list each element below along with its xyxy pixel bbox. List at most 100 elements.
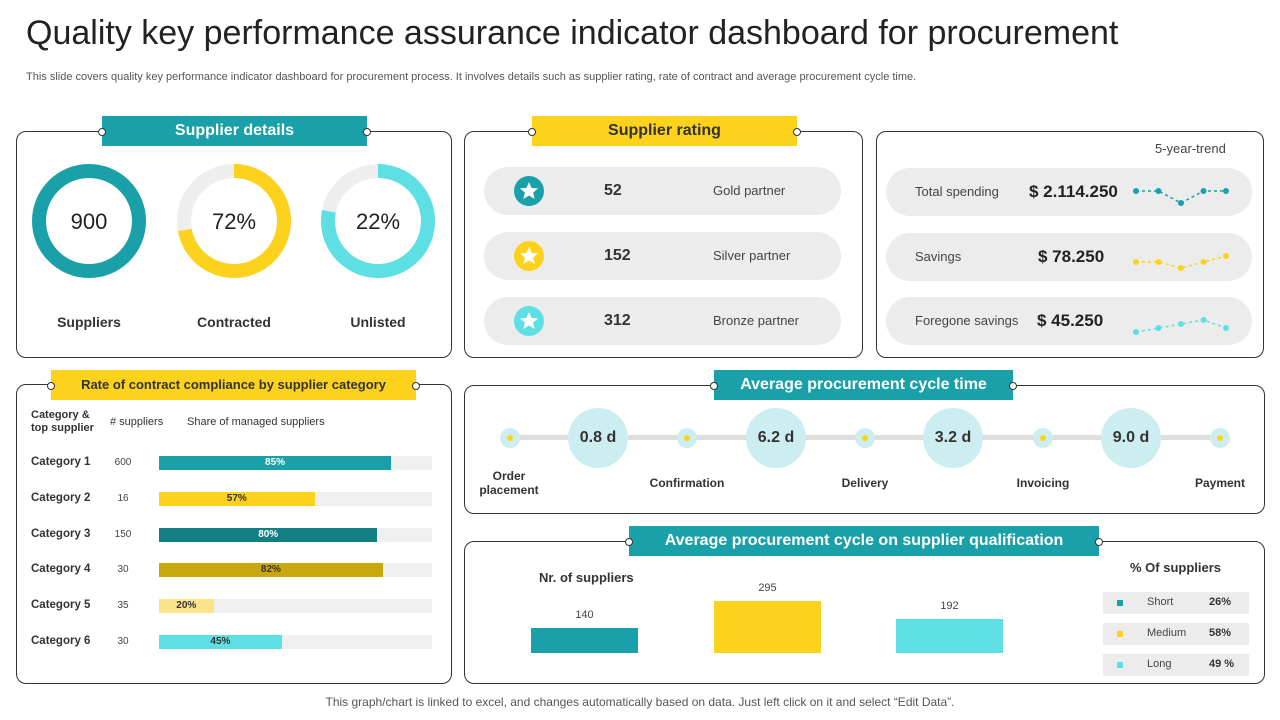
qualification-ylabel: Nr. of suppliers bbox=[539, 570, 634, 585]
compliance-bar: 82% bbox=[159, 563, 383, 577]
star-icon bbox=[520, 247, 538, 264]
bar-track: 82% bbox=[159, 563, 432, 577]
trend-sparkline bbox=[1133, 188, 1229, 206]
cycle-duration: 0.8 d bbox=[568, 408, 628, 468]
bar-track: 45% bbox=[159, 635, 432, 649]
donut-arc bbox=[321, 164, 435, 278]
compliance-bar: 80% bbox=[159, 528, 378, 542]
sparkline-point bbox=[1133, 329, 1139, 335]
sparkline-point bbox=[1155, 325, 1162, 331]
qualification-bar-value: 192 bbox=[940, 600, 959, 613]
rating-count: 312 bbox=[604, 312, 631, 329]
rating-label: Silver partner bbox=[713, 248, 791, 263]
donut-value: 900 bbox=[70, 209, 108, 234]
category-label: Category 5 bbox=[31, 599, 91, 611]
trend-sparkline bbox=[1133, 253, 1229, 271]
legend-name: Medium bbox=[1147, 627, 1187, 639]
spending-label: Total spending bbox=[915, 184, 999, 199]
sparkline-point bbox=[1200, 317, 1207, 323]
supplier-rating-title: Supplier rating bbox=[528, 116, 801, 146]
compliance-bar: 57% bbox=[159, 492, 315, 506]
spending-label: Savings bbox=[915, 249, 962, 264]
spending-item: Savings $ 78.250 bbox=[886, 233, 1252, 281]
bar-track: 20% bbox=[159, 599, 432, 613]
supplier-count: 16 bbox=[117, 493, 129, 504]
cycle-step-label: Confirmation bbox=[649, 476, 725, 490]
header-share: Share of managed suppliers bbox=[187, 416, 325, 428]
header-category: Category & top supplier bbox=[31, 409, 94, 434]
supplier-count: 600 bbox=[114, 457, 132, 468]
legend-name: Long bbox=[1147, 658, 1172, 670]
sparkline-point bbox=[1178, 321, 1184, 327]
cycle-duration: 3.2 d bbox=[923, 408, 983, 468]
qualification-bar-value: 140 bbox=[575, 609, 594, 622]
sparkline-point bbox=[1155, 259, 1162, 265]
qualification-bar-value: 295 bbox=[758, 582, 777, 594]
sparkline-point bbox=[1200, 188, 1207, 194]
rating-count: 152 bbox=[604, 247, 631, 264]
donut-label: Suppliers bbox=[57, 314, 121, 330]
category-label: Category 3 bbox=[31, 528, 91, 540]
compliance-title: Rate of contract compliance by supplier … bbox=[47, 370, 420, 400]
spending-item: Foregone savings $ 45.250 bbox=[886, 297, 1252, 345]
star-shape bbox=[520, 247, 538, 264]
supplier-count: 30 bbox=[117, 636, 129, 647]
cycle-node bbox=[1210, 428, 1230, 448]
trend-sparkline bbox=[1133, 317, 1229, 335]
star-shape bbox=[520, 312, 538, 329]
supplier-details-title: Supplier details bbox=[98, 116, 371, 146]
donut-value: 22% bbox=[355, 209, 401, 234]
rating-label: Bronze partner bbox=[713, 313, 799, 328]
bar-track: 57% bbox=[159, 492, 432, 506]
category-label: Category 2 bbox=[31, 492, 91, 504]
qualification-bar bbox=[531, 628, 638, 653]
qualification-bar bbox=[714, 601, 821, 653]
qualification-title: Average procurement cycle on supplier qu… bbox=[625, 526, 1103, 556]
rating-count: 52 bbox=[604, 182, 622, 199]
sparkline-point bbox=[1155, 188, 1162, 194]
donut-label: Contracted bbox=[197, 314, 271, 330]
supplier-count: 35 bbox=[117, 600, 129, 611]
cycle-step-label: Invoicing bbox=[1016, 476, 1070, 490]
donut-chart bbox=[321, 164, 435, 278]
sparkline-point bbox=[1133, 259, 1139, 265]
sparkline-point bbox=[1223, 325, 1229, 331]
donut-value: 72% bbox=[211, 209, 257, 234]
legend-item: Long 49 % bbox=[1103, 654, 1249, 676]
compliance-bar: 85% bbox=[159, 456, 392, 470]
sparkline-point bbox=[1178, 200, 1184, 206]
cycle-node bbox=[500, 428, 520, 448]
spending-label: Foregone savings bbox=[915, 313, 1019, 328]
category-label: Category 6 bbox=[31, 635, 91, 647]
donut-chart bbox=[32, 164, 146, 278]
spending-value: $ 45.250 bbox=[1037, 311, 1104, 330]
cycle-node bbox=[677, 428, 697, 448]
spending-value: $ 2.114.250 bbox=[1029, 182, 1118, 201]
bar-track: 85% bbox=[159, 456, 432, 470]
category-label: Category 1 bbox=[31, 456, 91, 468]
supplier-count: 30 bbox=[117, 564, 129, 575]
rating-badge bbox=[514, 306, 544, 336]
legend-name: Short bbox=[1147, 596, 1174, 608]
cycle-duration: 6.2 d bbox=[746, 408, 806, 468]
sparkline-point bbox=[1223, 253, 1229, 259]
donut-chart bbox=[177, 164, 291, 278]
qualification-bar bbox=[896, 619, 1003, 653]
page-footer: This graph/chart is linked to excel, and… bbox=[325, 695, 955, 709]
header-suppliers: # suppliers bbox=[110, 416, 164, 428]
rating-badge bbox=[514, 176, 544, 206]
cycle-step-label: Order placement bbox=[479, 469, 539, 497]
legend-swatch bbox=[1117, 631, 1123, 637]
sparkline-point bbox=[1133, 188, 1139, 194]
cycle-time-title: Average procurement cycle time bbox=[710, 370, 1017, 400]
cycle-node bbox=[855, 428, 875, 448]
supplier-count: 150 bbox=[114, 529, 132, 540]
donut-arc bbox=[32, 164, 146, 278]
rating-badge bbox=[514, 241, 544, 271]
trend-label: 5-year-trend bbox=[1155, 141, 1226, 156]
sparkline-point bbox=[1178, 265, 1184, 271]
rating-item: 152 Silver partner bbox=[484, 232, 841, 280]
legend-percent: 26% bbox=[1209, 596, 1232, 608]
legend-item: Short 26% bbox=[1103, 592, 1249, 614]
legend-swatch bbox=[1117, 662, 1123, 668]
